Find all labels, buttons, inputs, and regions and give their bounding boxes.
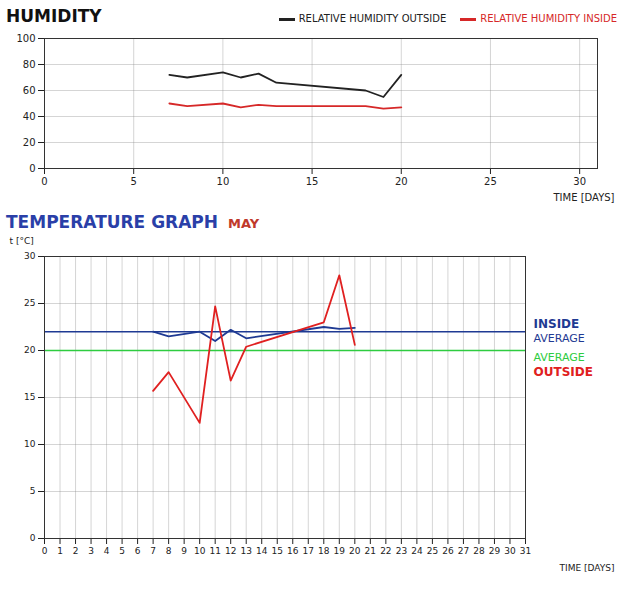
svg-text:22: 22 <box>380 546 391 556</box>
svg-text:15: 15 <box>24 392 35 402</box>
svg-text:26: 26 <box>442 546 454 556</box>
svg-text:13: 13 <box>240 546 251 556</box>
svg-text:0: 0 <box>42 546 48 556</box>
svg-text:20: 20 <box>24 345 36 355</box>
svg-text:27: 27 <box>458 546 469 556</box>
html-text:RELATIVE HUMIDITY OUTSIDE: RELATIVE HUMIDITY OUTSIDE <box>298 13 447 24</box>
svg-text:10: 10 <box>217 176 230 187</box>
svg-text:AVERAGE: AVERAGE <box>534 332 585 345</box>
html-text:MAY: MAY <box>228 216 260 231</box>
svg-text:60: 60 <box>23 85 36 96</box>
svg-text:16: 16 <box>287 546 299 556</box>
svg-text:28: 28 <box>473 546 485 556</box>
svg-text:5: 5 <box>30 486 36 496</box>
html-text:RELATIVE HUMIDITY INSIDE: RELATIVE HUMIDITY INSIDE <box>480 13 617 24</box>
svg-text:20: 20 <box>395 176 408 187</box>
svg-text:10: 10 <box>194 546 206 556</box>
svg-text:5: 5 <box>119 546 125 556</box>
html-text:HUMIDITY: HUMIDITY <box>6 6 102 26</box>
svg-text:25: 25 <box>427 546 438 556</box>
svg-text:31: 31 <box>520 546 531 556</box>
svg-text:3: 3 <box>88 546 94 556</box>
svg-text:1: 1 <box>57 546 63 556</box>
svg-text:30: 30 <box>24 251 36 261</box>
svg-text:25: 25 <box>484 176 497 187</box>
svg-text:0: 0 <box>41 176 47 187</box>
svg-text:12: 12 <box>225 546 236 556</box>
svg-text:6: 6 <box>135 546 141 556</box>
svg-text:80: 80 <box>23 59 36 70</box>
svg-text:29: 29 <box>489 546 501 556</box>
svg-text:OUTSIDE: OUTSIDE <box>534 365 593 379</box>
svg-text:30: 30 <box>504 546 516 556</box>
svg-text:40: 40 <box>23 111 36 122</box>
svg-text:15: 15 <box>306 176 319 187</box>
html-text:TEMPERATURE GRAPH: TEMPERATURE GRAPH <box>6 212 218 232</box>
svg-text:30: 30 <box>573 176 586 187</box>
svg-text:AVERAGE: AVERAGE <box>534 351 585 364</box>
svg-text:t [°C]: t [°C] <box>10 236 34 246</box>
svg-text:19: 19 <box>334 546 346 556</box>
svg-text:9: 9 <box>181 546 187 556</box>
svg-text:15: 15 <box>272 546 283 556</box>
svg-text:18: 18 <box>318 546 330 556</box>
svg-text:17: 17 <box>303 546 314 556</box>
svg-text:0: 0 <box>29 163 35 174</box>
svg-text:INSIDE: INSIDE <box>534 317 580 331</box>
svg-text:2: 2 <box>73 546 79 556</box>
svg-text:8: 8 <box>166 546 172 556</box>
svg-text:0: 0 <box>30 533 36 543</box>
svg-text:14: 14 <box>256 546 268 556</box>
svg-text:25: 25 <box>24 298 35 308</box>
svg-text:11: 11 <box>209 546 220 556</box>
svg-text:7: 7 <box>150 546 156 556</box>
svg-text:21: 21 <box>365 546 376 556</box>
svg-text:TIME [DAYS]: TIME [DAYS] <box>559 563 615 573</box>
svg-text:24: 24 <box>411 546 423 556</box>
svg-text:20: 20 <box>23 137 36 148</box>
svg-text:20: 20 <box>349 546 361 556</box>
svg-text:TIME [DAYS]: TIME [DAYS] <box>552 192 614 203</box>
svg-text:10: 10 <box>24 439 36 449</box>
svg-text:100: 100 <box>16 33 35 44</box>
svg-text:23: 23 <box>396 546 407 556</box>
svg-text:5: 5 <box>131 176 137 187</box>
svg-text:4: 4 <box>104 546 110 556</box>
